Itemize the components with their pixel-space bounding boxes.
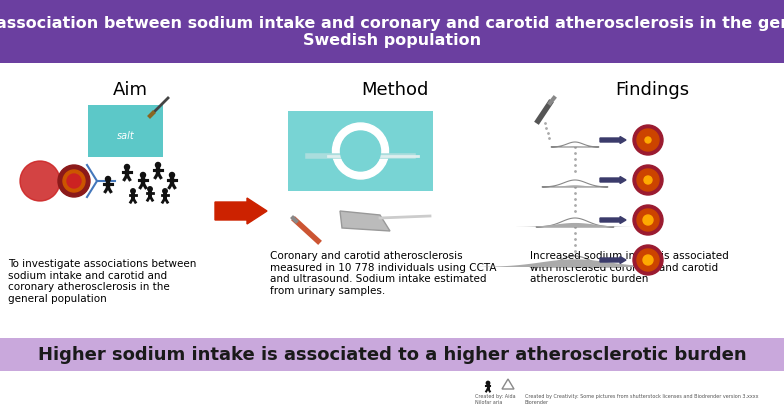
Polygon shape — [474, 260, 677, 267]
Circle shape — [637, 249, 659, 271]
Circle shape — [169, 173, 175, 178]
Polygon shape — [340, 211, 390, 231]
Polygon shape — [542, 181, 608, 188]
Circle shape — [644, 177, 652, 185]
Bar — [88, 106, 163, 158]
Text: Increased sodium intake is associated
with increased coronary and carotid
athero: Increased sodium intake is associated wi… — [530, 250, 729, 284]
Circle shape — [637, 209, 659, 231]
Bar — [0, 64, 784, 338]
Circle shape — [633, 245, 663, 275]
Circle shape — [67, 175, 81, 189]
Circle shape — [163, 189, 167, 194]
Text: salt: salt — [117, 131, 134, 141]
Circle shape — [637, 170, 659, 192]
Circle shape — [147, 187, 152, 192]
Circle shape — [106, 177, 111, 182]
Circle shape — [645, 138, 651, 144]
Circle shape — [637, 130, 659, 151]
Polygon shape — [517, 224, 633, 228]
Circle shape — [633, 126, 663, 156]
Circle shape — [20, 162, 60, 202]
Circle shape — [125, 165, 129, 170]
Text: Method: Method — [361, 81, 429, 99]
Text: Created by: Aida
Nilofar aria
Presentation: Created by: Aida Nilofar aria Presentati… — [475, 393, 516, 405]
Circle shape — [633, 205, 663, 235]
Bar — [288, 112, 433, 192]
Circle shape — [643, 256, 653, 265]
Circle shape — [131, 189, 135, 194]
FancyArrow shape — [600, 217, 626, 224]
Bar — [0, 338, 784, 371]
Circle shape — [486, 382, 490, 385]
Circle shape — [58, 166, 90, 198]
Text: The association between sodium intake and coronary and carotid atherosclerosis i: The association between sodium intake an… — [0, 16, 784, 48]
Circle shape — [643, 215, 653, 226]
FancyArrow shape — [600, 137, 626, 144]
Text: Aim: Aim — [112, 81, 147, 99]
Circle shape — [633, 166, 663, 196]
Circle shape — [140, 173, 146, 178]
FancyArrow shape — [600, 257, 626, 264]
Circle shape — [332, 124, 389, 179]
Circle shape — [155, 163, 161, 168]
Polygon shape — [530, 256, 620, 267]
Bar — [0, 371, 784, 405]
Circle shape — [340, 132, 380, 172]
Polygon shape — [536, 218, 614, 228]
Text: Higher sodium intake is associated to a higher atherosclerotic burden: Higher sodium intake is associated to a … — [38, 345, 746, 364]
FancyArrow shape — [215, 198, 267, 224]
Polygon shape — [551, 143, 599, 148]
Bar — [0, 0, 784, 64]
Circle shape — [63, 171, 85, 192]
Text: To investigate associations between
sodium intake and carotid and
coronary ather: To investigate associations between sodi… — [8, 258, 196, 303]
Polygon shape — [562, 147, 588, 148]
Text: Coronary and carotid atherosclerosis
measured in 10 778 individuals using CCTA
a: Coronary and carotid atherosclerosis mea… — [270, 250, 496, 295]
Text: Created by Creativity: Some pictures from shutterstock licenses and Biodrender v: Created by Creativity: Some pictures fro… — [525, 393, 758, 405]
FancyArrow shape — [600, 177, 626, 184]
Polygon shape — [546, 186, 604, 188]
Text: Findings: Findings — [615, 81, 689, 99]
